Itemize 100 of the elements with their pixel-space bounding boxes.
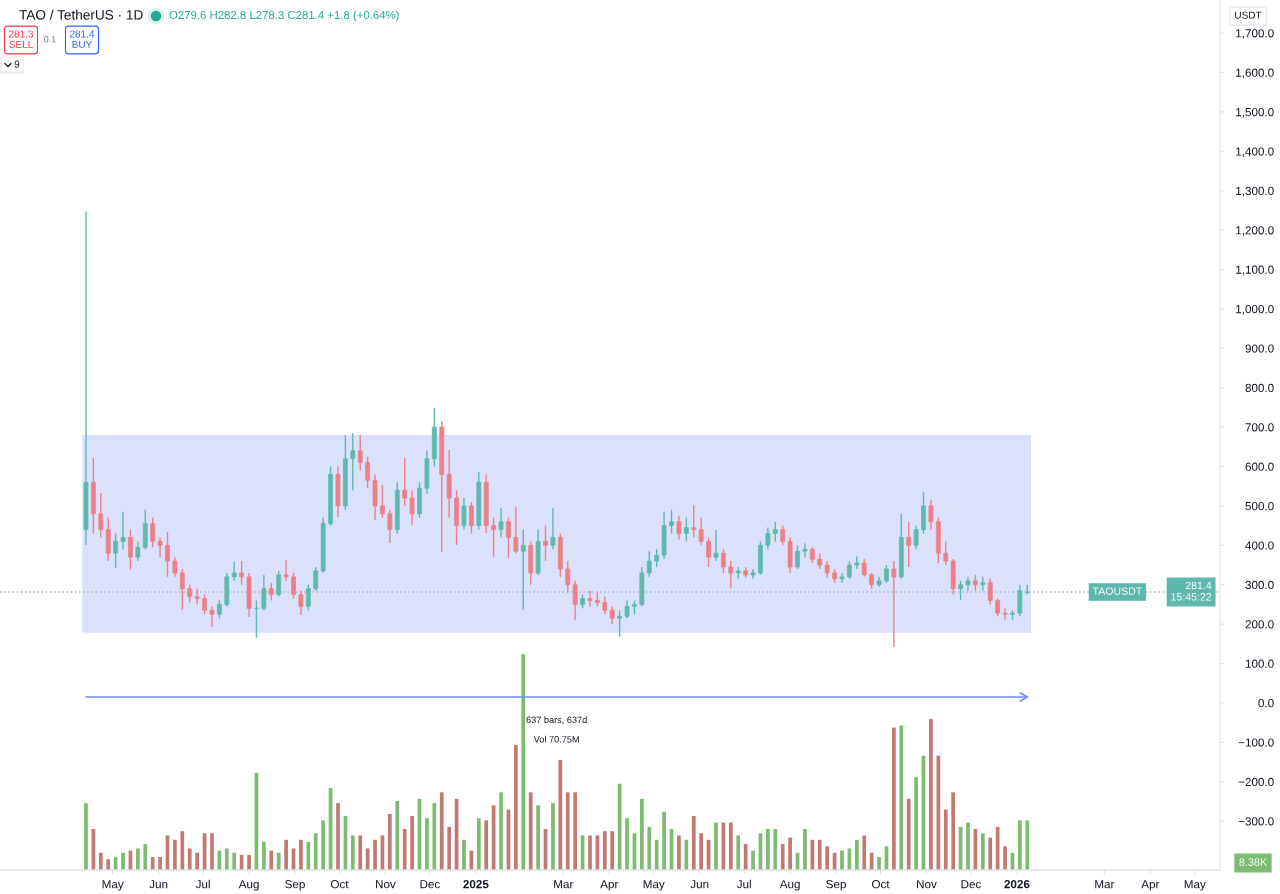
y-tick-label: −100.0 xyxy=(1238,738,1274,747)
bar xyxy=(551,803,555,870)
bar xyxy=(499,792,503,870)
bar xyxy=(558,759,563,870)
bar xyxy=(321,820,326,870)
candlestick xyxy=(802,542,808,558)
bar xyxy=(269,850,274,870)
bar xyxy=(677,835,681,870)
candlestick xyxy=(795,544,800,570)
bar xyxy=(988,837,993,870)
candlestick xyxy=(913,524,919,550)
bar xyxy=(195,852,200,870)
bar xyxy=(247,854,251,870)
x-tick-label: Jul xyxy=(195,879,210,889)
bar xyxy=(751,850,755,870)
bar xyxy=(432,803,437,870)
candlestick xyxy=(965,576,971,592)
candlestick xyxy=(491,517,497,558)
candlestick xyxy=(128,528,133,571)
candlestick xyxy=(780,524,786,547)
bar xyxy=(439,792,444,870)
bar xyxy=(699,833,704,870)
candlestick xyxy=(943,540,949,566)
bar xyxy=(892,727,896,870)
candlestick xyxy=(683,517,689,543)
annotation: 281.3 xyxy=(8,30,34,38)
bar xyxy=(1003,846,1007,870)
candlestick xyxy=(691,504,697,539)
candlestick xyxy=(706,536,711,568)
candlestick xyxy=(728,560,734,589)
candlestick xyxy=(543,524,548,562)
candlestick xyxy=(142,509,148,550)
bar xyxy=(588,835,592,870)
bar xyxy=(647,826,652,870)
bar xyxy=(521,654,526,870)
candlestick xyxy=(520,528,526,611)
bar xyxy=(906,798,911,870)
candlestick xyxy=(98,492,104,539)
candlestick xyxy=(772,521,778,543)
candlestick xyxy=(921,491,926,535)
bar xyxy=(766,829,770,870)
x-tick-label: Aug xyxy=(779,880,800,891)
candlestick xyxy=(461,497,467,531)
annotation: 281.4 xyxy=(1185,581,1212,590)
candlestick xyxy=(120,511,126,550)
bar xyxy=(914,777,918,870)
bar xyxy=(158,857,162,870)
bar xyxy=(276,852,281,870)
candlestick xyxy=(202,593,207,615)
bar xyxy=(224,848,229,870)
bar xyxy=(358,835,363,870)
candlestick xyxy=(721,548,726,574)
y-tick-label: 1,400.0 xyxy=(1236,147,1274,158)
bar xyxy=(825,846,830,870)
candlestick xyxy=(350,432,356,491)
bar xyxy=(143,844,148,870)
candlestick xyxy=(854,555,860,570)
y-tick-label: 800.0 xyxy=(1245,383,1274,393)
bar xyxy=(350,835,355,870)
bar xyxy=(736,835,741,870)
x-tick-label: Aug xyxy=(238,880,259,891)
bar xyxy=(395,800,400,870)
annotation: 0.1 xyxy=(44,36,56,43)
bar xyxy=(306,841,311,870)
bar xyxy=(1025,820,1030,870)
candlestick xyxy=(698,517,704,547)
y-tick-label: 1,600.0 xyxy=(1236,68,1274,79)
ref-line-label: TAOUSDT xyxy=(1092,587,1142,595)
bar xyxy=(136,848,140,870)
bar xyxy=(84,803,88,870)
bar xyxy=(313,833,318,870)
candlestick xyxy=(165,531,170,578)
bar xyxy=(514,744,518,870)
x-tick-label: Apr xyxy=(1141,880,1160,891)
bar xyxy=(187,848,192,870)
y-tick-label: −300.0 xyxy=(1238,817,1274,826)
bar xyxy=(484,820,489,870)
candlestick xyxy=(179,568,185,611)
x-tick-label: Jun xyxy=(690,880,709,889)
y-tick-label: 1,300.0 xyxy=(1236,186,1274,197)
bar xyxy=(788,837,792,870)
candlestick xyxy=(506,517,511,559)
x-tick-label: May xyxy=(102,880,124,891)
candlestick xyxy=(313,566,319,592)
bar xyxy=(951,792,956,870)
y-tick-label: 700.0 xyxy=(1245,423,1274,432)
candlestick xyxy=(283,559,289,582)
bar xyxy=(425,818,429,870)
bar xyxy=(150,857,155,870)
x-tick-label: Sep xyxy=(285,880,305,891)
annotation: BUY xyxy=(72,40,93,48)
y-tick-label: −200.0 xyxy=(1238,777,1274,787)
bar xyxy=(610,831,615,870)
bar xyxy=(336,803,340,870)
bar xyxy=(180,831,185,870)
candlestick xyxy=(980,576,986,592)
candlestick xyxy=(291,572,296,600)
x-tick-label: Dec xyxy=(420,880,440,889)
bar xyxy=(817,839,822,870)
x-tick-label: 2026 xyxy=(1004,880,1030,889)
